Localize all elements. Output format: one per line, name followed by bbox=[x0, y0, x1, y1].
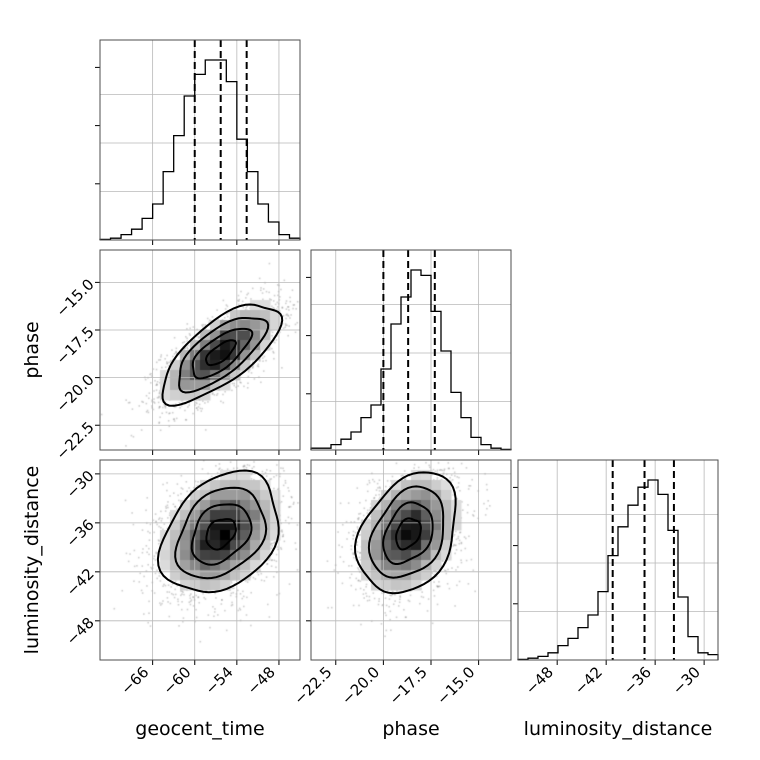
y-tick-label-luminosity_distance-0: −48 bbox=[63, 614, 98, 649]
contour-level-2 bbox=[178, 317, 270, 394]
scatter-panel-geocent_time-phase bbox=[95, 249, 301, 455]
x-tick-label-phase-3: −15.0 bbox=[433, 663, 478, 708]
x-tick-label-geocent_time-3: −48 bbox=[244, 663, 279, 698]
histogram-step-geocent_time bbox=[99, 59, 301, 241]
contour-level-3 bbox=[161, 303, 284, 407]
contour-level-3 bbox=[156, 469, 280, 594]
histogram-panel-geocent_time bbox=[95, 39, 301, 245]
histogram-step-luminosity_distance bbox=[517, 479, 719, 661]
contour-level-1 bbox=[382, 501, 434, 565]
contour-level-3 bbox=[353, 471, 457, 595]
x-tick-label-geocent_time-2: −54 bbox=[202, 663, 237, 698]
x-tick-label-phase-1: −20.0 bbox=[338, 663, 383, 708]
x-axis-label-phase: phase bbox=[382, 718, 439, 740]
x-axis-label-geocent_time: geocent_time bbox=[135, 718, 264, 740]
contour-level-2 bbox=[367, 485, 445, 579]
panel-frame bbox=[99, 459, 301, 661]
y-tick-label-phase-2: −17.5 bbox=[52, 323, 97, 368]
contour-level-0 bbox=[205, 518, 237, 551]
x-tick-label-phase-0: −22.5 bbox=[290, 663, 335, 708]
scatter-panel-geocent_time-luminosity_distance bbox=[95, 459, 301, 665]
x-tick-label-phase-2: −17.5 bbox=[386, 663, 431, 708]
x-tick-label-geocent_time-1: −60 bbox=[159, 663, 194, 698]
histogram-step-phase bbox=[310, 269, 512, 451]
y-tick-label-phase-0: −22.5 bbox=[52, 418, 97, 463]
contour-level-0 bbox=[204, 339, 238, 367]
y-tick-label-phase-3: −15.0 bbox=[52, 275, 97, 320]
y-axis-label-phase: phase bbox=[21, 321, 43, 378]
x-tick-label-luminosity_distance-1: −42 bbox=[571, 663, 606, 698]
panel-frame bbox=[310, 459, 512, 661]
y-tick-label-luminosity_distance-1: −42 bbox=[63, 565, 98, 600]
panel-frame bbox=[310, 249, 512, 451]
y-axis-label-luminosity_distance: luminosity_distance bbox=[21, 466, 43, 655]
density-image bbox=[311, 460, 511, 660]
contour-level-0 bbox=[395, 517, 422, 551]
x-tick-label-geocent_time-0: −66 bbox=[117, 663, 152, 698]
contour-level-1 bbox=[190, 503, 253, 566]
x-tick-label-luminosity_distance-3: −30 bbox=[669, 663, 704, 698]
histogram-panel-luminosity_distance bbox=[513, 459, 719, 665]
y-tick-label-phase-1: −20.0 bbox=[52, 371, 97, 416]
x-tick-label-luminosity_distance-0: −48 bbox=[522, 663, 557, 698]
panel-frame bbox=[99, 39, 301, 241]
density-layer bbox=[100, 250, 511, 660]
contour-level-2 bbox=[174, 486, 268, 580]
x-axis-label-luminosity_distance: luminosity_distance bbox=[524, 718, 713, 740]
x-tick-label-luminosity_distance-2: −36 bbox=[620, 663, 655, 698]
histogram-panel-phase bbox=[306, 249, 512, 455]
y-tick-label-luminosity_distance-3: −30 bbox=[63, 467, 98, 502]
y-tick-label-luminosity_distance-2: −36 bbox=[63, 516, 98, 551]
contour-level-1 bbox=[191, 327, 254, 380]
scatter-panel-phase-luminosity_distance bbox=[306, 459, 512, 665]
panel-frame bbox=[517, 459, 719, 661]
panel-frame bbox=[99, 249, 301, 451]
